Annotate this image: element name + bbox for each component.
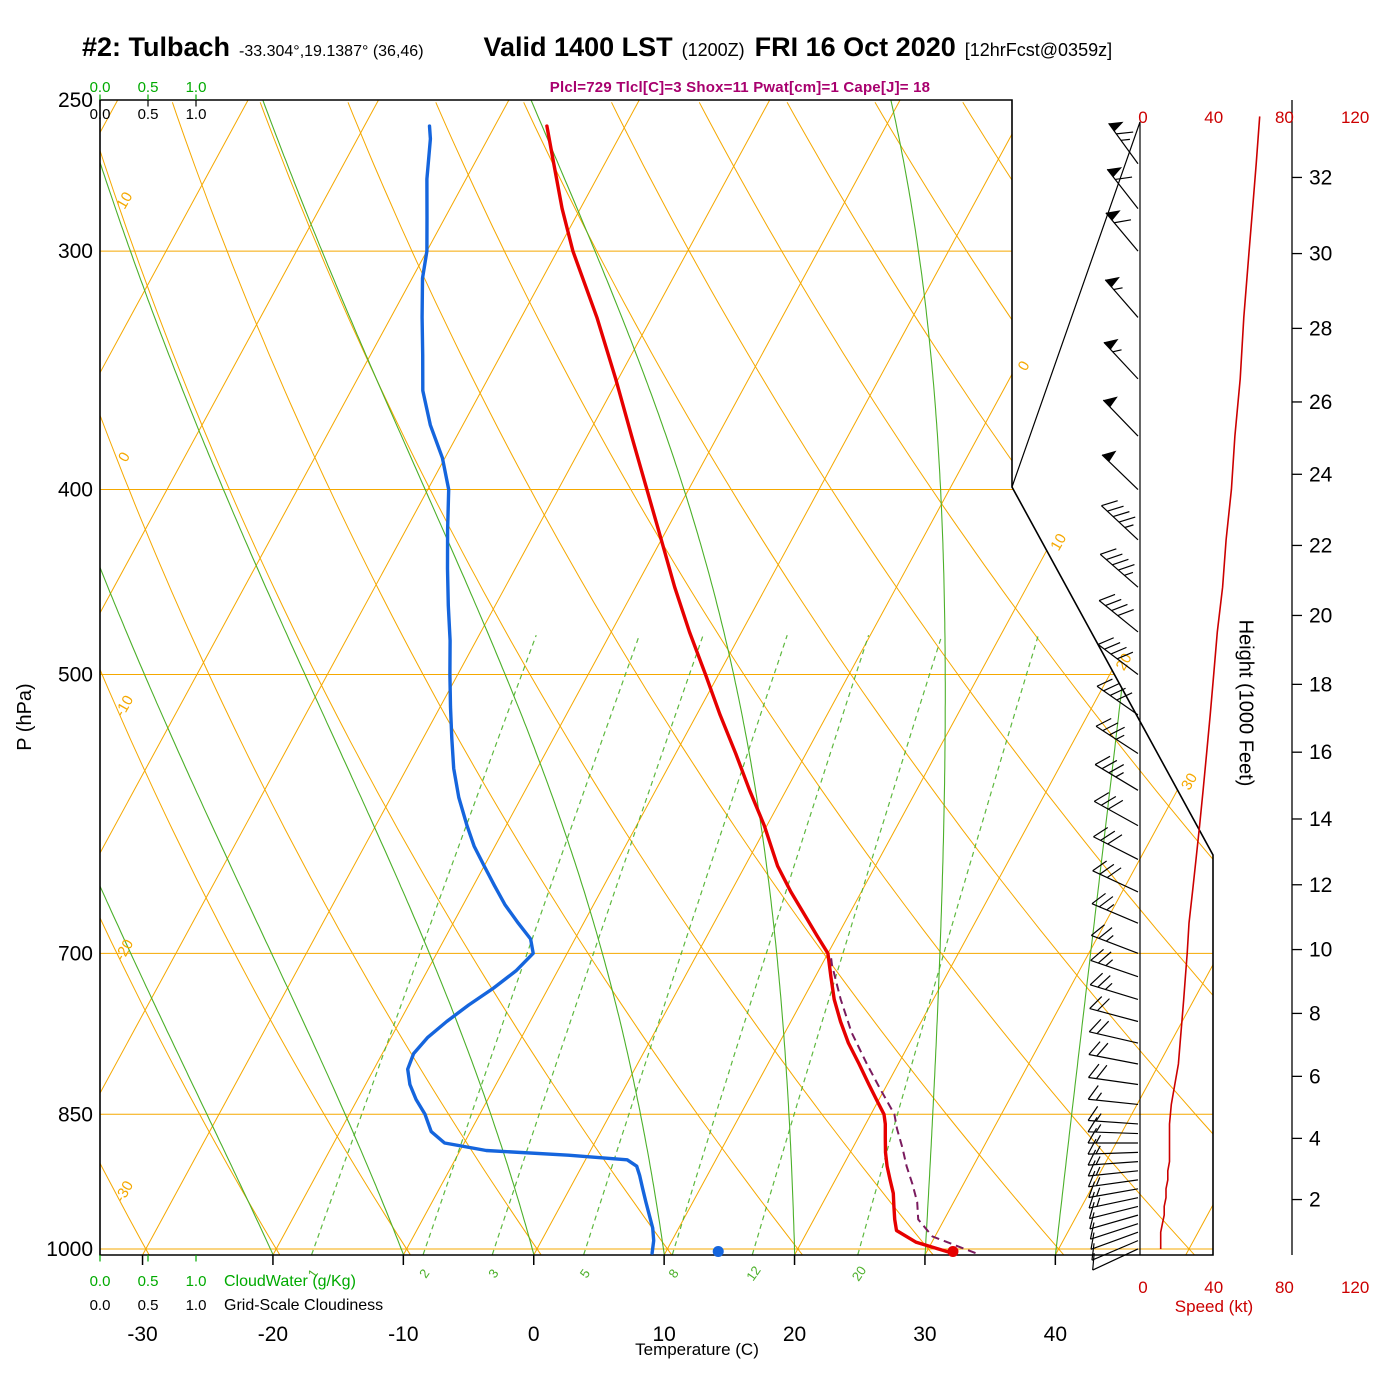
svg-text:3: 3: [485, 1266, 501, 1281]
surface-temp-marker: [947, 1245, 959, 1257]
station-title: #2: Tulbach: [82, 32, 231, 62]
chart-title: #2: Tulbach -33.304°,19.1387° (36,46) Va…: [82, 32, 1112, 63]
svg-text:0.0: 0.0: [90, 106, 111, 123]
svg-text:40: 40: [1044, 1323, 1067, 1346]
svg-text:1.0: 1.0: [186, 106, 207, 123]
pressure-axis-title: P (hPa): [14, 683, 36, 751]
svg-text:10: 10: [1047, 531, 1070, 554]
svg-text:-20: -20: [258, 1323, 288, 1346]
svg-text:120: 120: [1341, 1278, 1369, 1297]
wind-speed-profile: [1159, 116, 1261, 1249]
station-coords: -33.304°,19.1387° (36,46): [239, 43, 424, 60]
svg-text:0: 0: [1138, 108, 1147, 127]
svg-text:2: 2: [416, 1266, 432, 1281]
svg-text:1000: 1000: [46, 1238, 93, 1261]
svg-text:14: 14: [1309, 808, 1333, 831]
svg-text:0.5: 0.5: [138, 1273, 159, 1290]
svg-text:0.5: 0.5: [138, 79, 159, 96]
svg-text:10: 10: [652, 1323, 675, 1346]
svg-text:40: 40: [1204, 1278, 1223, 1297]
svg-text:40: 40: [1204, 108, 1223, 127]
svg-text:20: 20: [1309, 604, 1332, 627]
dewpoint-curve: [406, 124, 656, 1255]
svg-text:12: 12: [743, 1263, 764, 1283]
svg-text:5: 5: [577, 1266, 593, 1281]
valid-zulu: (1200Z): [681, 40, 745, 60]
svg-text:850: 850: [58, 1103, 93, 1126]
svg-text:120: 120: [1341, 108, 1369, 127]
svg-text:0.0: 0.0: [90, 79, 111, 96]
svg-text:8: 8: [665, 1266, 681, 1281]
svg-text:0.5: 0.5: [138, 106, 159, 123]
svg-text:Temperature (C): Temperature (C): [635, 1340, 759, 1359]
svg-text:20: 20: [849, 1263, 870, 1283]
svg-text:28: 28: [1309, 317, 1332, 340]
svg-text:Speed (kt): Speed (kt): [1175, 1297, 1253, 1316]
surface-dewpoint-marker: [712, 1245, 724, 1257]
svg-text:26: 26: [1309, 391, 1332, 414]
svg-text:2: 2: [1309, 1189, 1321, 1212]
svg-text:0.5: 0.5: [138, 1297, 159, 1314]
svg-text:30: 30: [1178, 770, 1201, 793]
svg-text:1.0: 1.0: [186, 1273, 207, 1290]
svg-text:10: 10: [1309, 939, 1332, 962]
svg-text:80: 80: [1275, 1278, 1294, 1297]
forecast-tag: [12hrFcst@0359z]: [964, 40, 1113, 60]
valid-date: FRI 16 Oct 2020: [754, 32, 956, 62]
stability-indices: Plcl=729 Tlcl[C]=3 Shox=11 Pwat[cm]=1 Ca…: [549, 79, 931, 96]
svg-text:Grid-Scale Cloudiness: Grid-Scale Cloudiness: [224, 1297, 383, 1314]
svg-text:0: 0: [1015, 358, 1034, 374]
svg-text:20: 20: [783, 1323, 806, 1346]
svg-text:300: 300: [58, 240, 93, 263]
svg-text:0: 0: [528, 1323, 540, 1346]
svg-text:30: 30: [913, 1323, 936, 1346]
svg-text:22: 22: [1309, 534, 1332, 557]
svg-text:12: 12: [1309, 874, 1332, 897]
svg-text:0: 0: [1138, 1278, 1147, 1297]
valid-time: Valid 1400 LST: [483, 32, 673, 62]
wind-barbs: [1087, 121, 1139, 1271]
svg-text:32: 32: [1309, 166, 1332, 189]
height-axis-title: Height (1000 Feet): [1234, 619, 1257, 787]
svg-text:700: 700: [58, 942, 93, 965]
svg-text:16: 16: [1309, 741, 1332, 764]
svg-text:500: 500: [58, 663, 93, 686]
parcel-path: [829, 953, 976, 1255]
svg-text:18: 18: [1309, 673, 1332, 696]
background-grid: [100, 100, 1213, 1255]
svg-text:30: 30: [1309, 243, 1332, 266]
svg-text:1.0: 1.0: [186, 79, 207, 96]
svg-text:10: 10: [113, 189, 136, 212]
svg-text:4: 4: [1309, 1127, 1321, 1150]
svg-text:24: 24: [1309, 463, 1333, 486]
svg-text:8: 8: [1309, 1002, 1321, 1025]
svg-text:6: 6: [1309, 1065, 1321, 1088]
svg-text:1.0: 1.0: [186, 1297, 207, 1314]
svg-text:-30: -30: [112, 1178, 138, 1205]
svg-text:0.0: 0.0: [90, 1297, 111, 1314]
svg-text:-10: -10: [388, 1323, 418, 1346]
temperature-curve: [545, 124, 954, 1255]
svg-text:CloudWater (g/Kg): CloudWater (g/Kg): [224, 1273, 356, 1290]
svg-text:80: 80: [1275, 108, 1294, 127]
svg-text:400: 400: [58, 479, 93, 502]
sounding-profiles: [406, 124, 976, 1257]
plot-frame: [99, 99, 1214, 1256]
svg-text:250: 250: [58, 89, 93, 112]
svg-text:-30: -30: [127, 1323, 157, 1346]
svg-text:-10: -10: [112, 692, 138, 719]
svg-text:0.0: 0.0: [90, 1273, 111, 1290]
